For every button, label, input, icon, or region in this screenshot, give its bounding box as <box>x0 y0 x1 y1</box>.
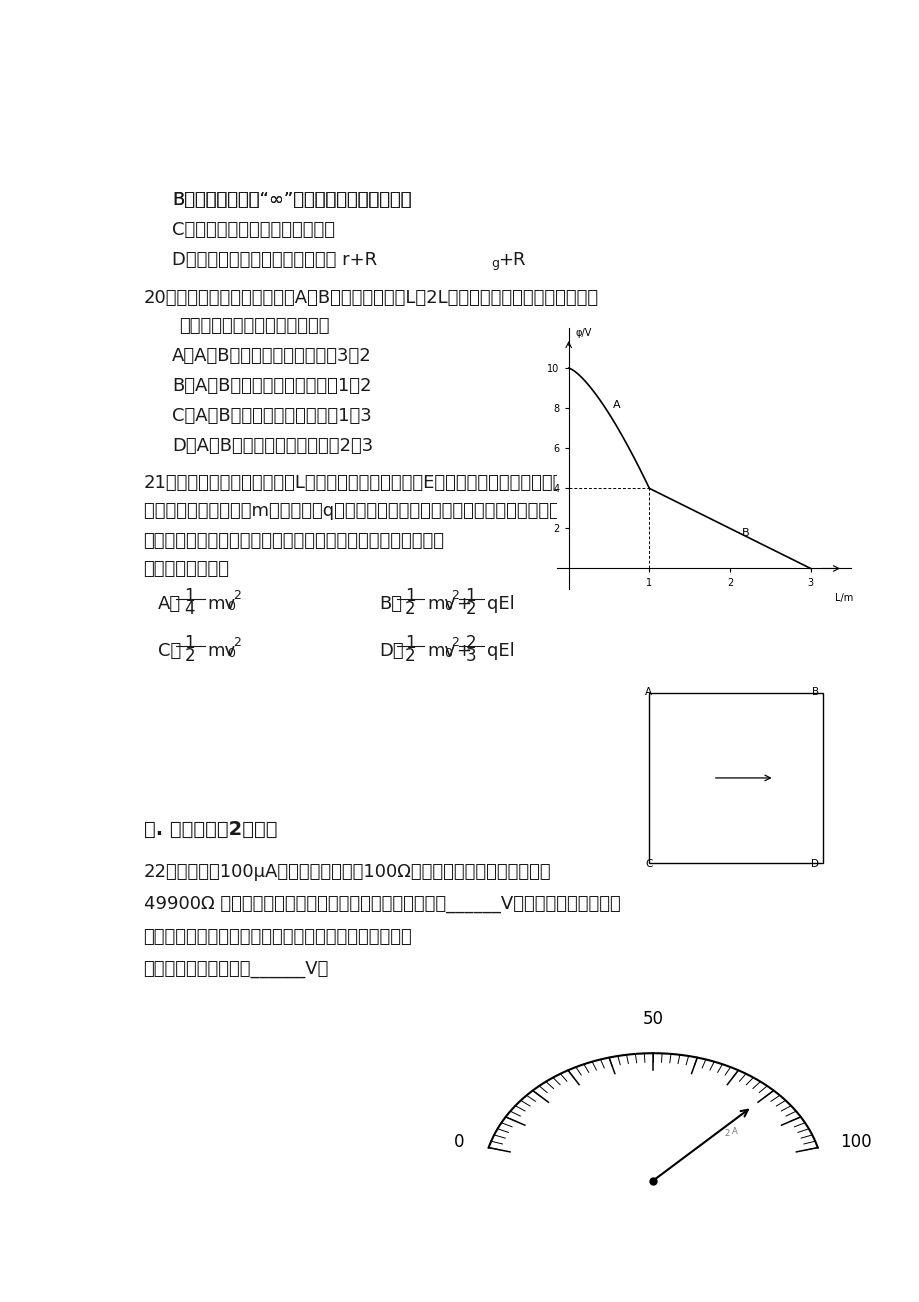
Text: 压时，发现未标上新的刻度，表盘指针位置如图所示，此: 压时，发现未标上新的刻度，表盘指针位置如图所示，此 <box>143 928 412 947</box>
Text: 2: 2 <box>185 647 195 665</box>
Text: 3: 3 <box>465 647 475 665</box>
Text: 2: 2 <box>450 637 459 650</box>
Text: 20．两根材料相同的均匀导线A和B，其长度分别为L和2L，串联在电路中时，其电势的变: 20．两根材料相同的均匀导线A和B，其长度分别为L和2L，串联在电路中时，其电势… <box>143 289 598 306</box>
Text: A: A <box>644 687 652 697</box>
Text: qEl: qEl <box>487 595 515 613</box>
Text: A: A <box>612 400 620 410</box>
Text: mv: mv <box>208 595 235 613</box>
Text: B: B <box>811 687 818 697</box>
Text: 1: 1 <box>404 634 415 652</box>
Text: 1: 1 <box>185 587 195 605</box>
Text: 0: 0 <box>444 600 452 613</box>
Text: C: C <box>644 859 652 868</box>
Text: 三. 实验题（兲2小题）: 三. 实验题（兲2小题） <box>143 820 277 838</box>
Text: 50: 50 <box>642 1010 663 1027</box>
Text: D．: D． <box>379 642 403 660</box>
Text: mv: mv <box>208 642 235 660</box>
Text: 2: 2 <box>465 634 475 652</box>
Text: D: D <box>811 859 818 868</box>
Text: 时电压表的读数大小为______V。: 时电压表的读数大小为______V。 <box>143 961 328 978</box>
Text: +R: +R <box>498 251 526 270</box>
Text: +: + <box>456 642 471 660</box>
Text: 2: 2 <box>450 590 459 603</box>
Text: 1: 1 <box>465 587 475 605</box>
Text: g: g <box>491 258 499 271</box>
Text: 49900Ω 的电阴将它改装成电压表，则该电压表的量程是______V．改装后用它来测量电: 49900Ω 的电阴将它改装成电压表，则该电压表的量程是______V．改装后用… <box>143 894 619 913</box>
Text: φ/V: φ/V <box>574 328 591 339</box>
Text: 4: 4 <box>185 600 195 618</box>
Text: B．电阶挡对应的“∞”刻度一般在刻度盘的右端: B．电阶挡对应的“∞”刻度一般在刻度盘的右端 <box>172 191 411 210</box>
Text: 0: 0 <box>444 647 452 660</box>
Text: 2: 2 <box>465 600 475 618</box>
Text: 2: 2 <box>233 590 241 603</box>
Text: 2: 2 <box>723 1129 729 1138</box>
Text: L/m: L/m <box>834 592 852 603</box>
Text: D．A和B导线的横截面积之比为2：3: D．A和B导线的横截面积之比为2：3 <box>172 437 373 454</box>
Text: mv: mv <box>426 642 455 660</box>
Text: 1: 1 <box>404 587 415 605</box>
Text: C．接表内电池负极的应是黑表笔: C．接表内电池负极的应是黑表笔 <box>172 221 335 240</box>
Text: 形一边平行．一质量为m、带电量为q的小球由某一边的中点，以垂直于该边的水平初速 v₀: 形一边平行．一质量为m、带电量为q的小球由某一边的中点，以垂直于该边的水平初速 … <box>143 503 593 519</box>
Text: 100: 100 <box>839 1133 870 1151</box>
Text: 22．一量程为100μA的电流表，内阔为100Ω，表盘刻度均匀，现串联一个: 22．一量程为100μA的电流表，内阔为100Ω，表盘刻度均匀，现串联一个 <box>143 863 550 881</box>
Text: 0: 0 <box>453 1133 464 1151</box>
Text: D．调零后刻度盘的中心刻度値是 r+R: D．调零后刻度盘的中心刻度値是 r+R <box>172 251 377 270</box>
Text: 进入该正方形区域．当小球再次运动到该正方形区域的边缘时，: 进入该正方形区域．当小球再次运动到该正方形区域的边缘时， <box>143 533 444 551</box>
Text: mv: mv <box>426 595 455 613</box>
Text: 0: 0 <box>227 600 234 613</box>
Text: B．电阶挡对应的“∞”刻度一般在刻度盘的右端: B．电阶挡对应的“∞”刻度一般在刻度盘的右端 <box>172 191 411 210</box>
Text: qEl: qEl <box>487 642 515 660</box>
Text: A．A和B导线两端的电压之比为3：2: A．A和B导线两端的电压之比为3：2 <box>172 346 371 365</box>
Text: C．A和B导线的横截面积之比为1：3: C．A和B导线的横截面积之比为1：3 <box>172 406 371 424</box>
Text: B: B <box>742 529 749 539</box>
Text: 21．光滑水平面上有一边长为L的正方形区域处在场强为E的匀强电场中，电场方向与正方: 21．光滑水平面上有一边长为L的正方形区域处在场强为E的匀强电场中，电场方向与正… <box>143 474 584 492</box>
Text: C．: C． <box>158 642 181 660</box>
Text: A: A <box>732 1128 737 1137</box>
Text: 2: 2 <box>404 647 415 665</box>
Text: A．: A． <box>158 595 181 613</box>
Text: +: + <box>456 595 471 613</box>
Text: 化如图所示，下列说法正确的是: 化如图所示，下列说法正确的是 <box>179 316 329 335</box>
Text: 具有的动能可能为: 具有的动能可能为 <box>143 560 229 578</box>
Text: 2: 2 <box>404 600 415 618</box>
Text: B．A和B导线两端的电压之比为1：2: B．A和B导线两端的电压之比为1：2 <box>172 376 371 395</box>
Text: 0: 0 <box>227 647 234 660</box>
Text: 2: 2 <box>233 637 241 650</box>
Text: 1: 1 <box>185 634 195 652</box>
Text: B．: B． <box>379 595 402 613</box>
